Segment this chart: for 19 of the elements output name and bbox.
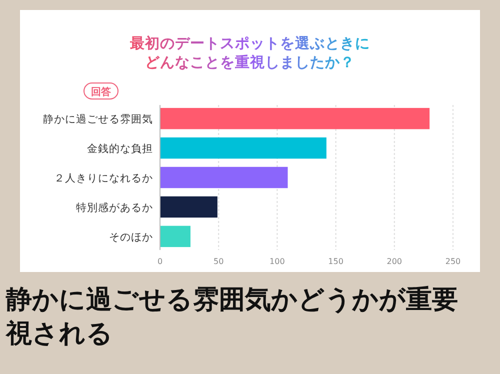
- x-tick-label: 200: [386, 257, 402, 266]
- bar: [160, 226, 190, 248]
- x-tick-label: 50: [214, 257, 224, 266]
- bar: [160, 196, 218, 218]
- y-axis-title: 回答: [91, 86, 112, 98]
- chart-title: 最初のデートスポットを選ぶときにどんなことを重視しましたか？: [129, 34, 370, 71]
- y-tick-label: 静かに過ごせる雰囲気: [43, 114, 153, 126]
- bar: [160, 137, 326, 159]
- y-tick-label: 特別感があるか: [76, 200, 153, 214]
- x-tick-label: 0: [157, 257, 163, 266]
- y-tick-label: ２人きりになれるか: [54, 172, 153, 184]
- y-tick-label: そのほか: [109, 231, 153, 244]
- x-tick-label: 150: [328, 257, 344, 266]
- bar: [160, 166, 288, 188]
- text: 静かに過ごせる雰囲気かどうかが重要視される: [5, 285, 458, 349]
- x-tick-label: 100: [270, 257, 285, 266]
- bar: [160, 108, 430, 130]
- y-tick-label: 金銭的な負担: [87, 143, 153, 156]
- x-tick-label: 250: [445, 257, 461, 266]
